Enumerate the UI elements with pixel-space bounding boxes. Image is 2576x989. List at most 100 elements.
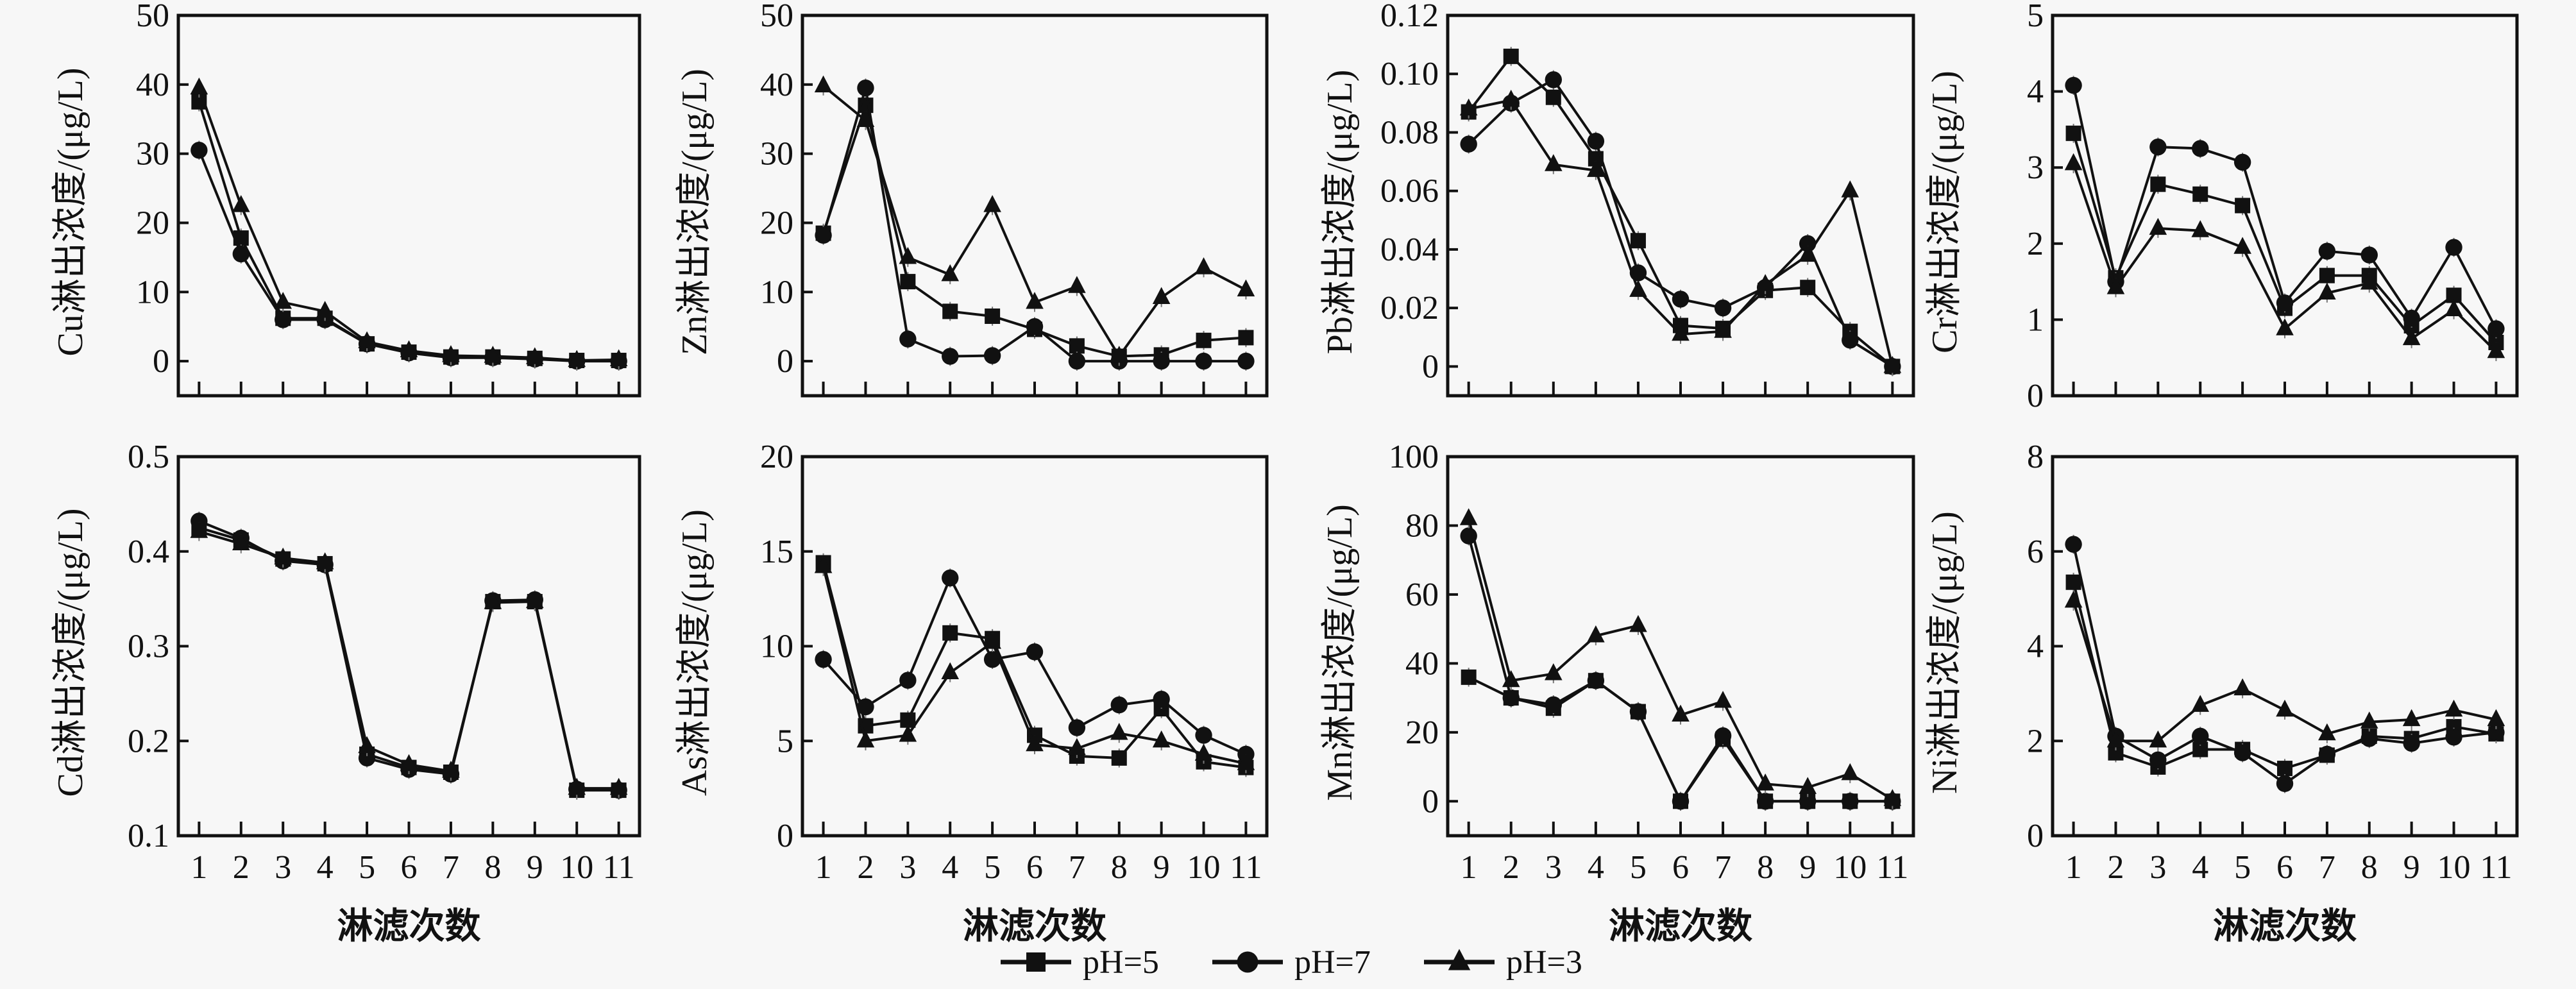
data-point	[1110, 696, 1128, 714]
x-tick-label: 3	[899, 849, 916, 886]
data-point	[899, 672, 917, 689]
data-point	[2150, 176, 2166, 192]
data-point	[2445, 699, 2463, 717]
y-tick-label: 40	[1405, 645, 1439, 682]
data-point	[2318, 723, 2336, 741]
series-pH5	[2065, 124, 2504, 352]
data-point	[2277, 761, 2292, 777]
chart-panel-pb: 0 0.02 0.04 0.06 0.08 0.10 0.12 Pb淋出浓度/(μg/L)	[1320, 0, 1915, 398]
data-point	[2233, 678, 2251, 696]
data-point	[942, 625, 958, 641]
data-point	[941, 264, 960, 282]
data-point	[899, 330, 917, 348]
x-tick-label: 2	[857, 849, 874, 886]
data-point	[275, 311, 292, 328]
y-tick-label: 0.1	[128, 818, 169, 854]
legend-marker-circle	[1237, 951, 1258, 973]
y-tick-label: 0	[777, 818, 793, 854]
series-line	[198, 530, 619, 790]
x-axis-title: 淋滤次数	[2213, 906, 2357, 947]
x-tick-label: 8	[2361, 849, 2378, 886]
y-tick-label: 0.10	[1380, 56, 1439, 92]
data-point	[274, 547, 292, 565]
data-point	[2064, 153, 2083, 171]
series-pH7	[1460, 526, 1901, 811]
data-point	[1068, 352, 1086, 370]
data-point	[1756, 773, 1774, 791]
x-tick-label: 8	[1111, 849, 1128, 886]
series-pH7	[815, 568, 1255, 764]
data-point	[857, 80, 874, 97]
series-line	[198, 87, 619, 362]
series-line	[1468, 676, 1893, 804]
data-point	[2445, 729, 2462, 746]
x-axis-title: 淋滤次数	[1609, 906, 1752, 947]
data-point	[2191, 220, 2210, 237]
data-point	[942, 569, 959, 587]
data-point	[1799, 793, 1817, 810]
x-tick-label: 2	[1503, 849, 1520, 886]
data-point	[983, 347, 1001, 364]
series-pH3	[190, 77, 628, 370]
data-point	[1152, 730, 1171, 748]
legend: pH=5 pH=7 pH=3	[1001, 944, 1582, 981]
x-tick-label: 8	[484, 849, 501, 886]
series-pH5	[815, 96, 1254, 366]
x-tick-label: 11	[2480, 849, 2512, 886]
x-tick-label: 3	[1545, 849, 1562, 886]
data-point	[1672, 704, 1690, 722]
data-point	[1587, 625, 1605, 643]
data-point	[1841, 180, 1860, 198]
y-axis-title: Cd淋出浓度/(μg/L)	[51, 509, 90, 797]
data-point	[1714, 727, 1732, 745]
data-point	[1545, 696, 1563, 714]
data-point	[2360, 711, 2378, 729]
data-point	[983, 632, 1001, 649]
x-tick-label: 6	[1672, 849, 1689, 886]
y-tick-label: 20	[760, 439, 793, 475]
data-point	[899, 725, 917, 742]
series-pH7	[191, 140, 627, 371]
data-point	[1153, 352, 1170, 370]
y-tick-label: 0	[1422, 783, 1439, 820]
legend-marker-square	[1026, 952, 1046, 972]
y-tick-label: 50	[760, 0, 793, 34]
data-point	[941, 662, 960, 679]
data-point	[2487, 723, 2505, 741]
y-axis-title: Cu淋出浓度/(μg/L)	[51, 68, 90, 357]
series-pH3	[814, 556, 1255, 773]
y-tick-label: 6	[2027, 534, 2044, 570]
x-tick-label: 3	[2149, 849, 2166, 886]
y-tick-label: 0	[777, 343, 793, 380]
x-axis-title: 淋滤次数	[337, 906, 481, 947]
data-point	[814, 75, 833, 93]
data-point	[857, 698, 874, 716]
series-pH3	[2064, 153, 2505, 362]
data-point	[1459, 98, 1478, 116]
x-tick-label: 11	[603, 849, 635, 886]
x-tick-label: 7	[443, 849, 459, 886]
y-tick-label: 0.4	[128, 534, 169, 570]
chart-panel-cr: 0 1 2 3 4 5 Cr淋出浓度/(μg/L)	[1925, 0, 2519, 414]
y-tick-label: 100	[1389, 439, 1439, 475]
x-tick-label: 4	[2192, 849, 2208, 886]
data-point	[1196, 332, 1212, 348]
data-point	[274, 292, 292, 309]
data-point	[2403, 734, 2420, 752]
series-pH7	[2065, 76, 2505, 339]
data-point	[2065, 125, 2081, 141]
y-tick-label: 60	[1405, 577, 1439, 613]
x-tick-label: 1	[191, 849, 207, 886]
data-point	[400, 340, 418, 357]
legend-item-pH3: pH=3	[1424, 944, 1582, 981]
data-point	[2233, 744, 2251, 761]
y-tick-label: 8	[2027, 439, 2044, 475]
data-point	[1502, 89, 1520, 107]
y-tick-label: 20	[1405, 714, 1439, 751]
data-point	[2487, 709, 2505, 727]
data-point	[2487, 320, 2505, 337]
chart-panel-cd: 0.1 0.2 0.3 0.4 0.5 1 2 3 4 5 6 7 8 9 10 11 Cd淋出浓度/(μg/L…	[51, 439, 641, 947]
series-pH3	[2064, 590, 2505, 751]
plot-frame	[176, 13, 641, 398]
